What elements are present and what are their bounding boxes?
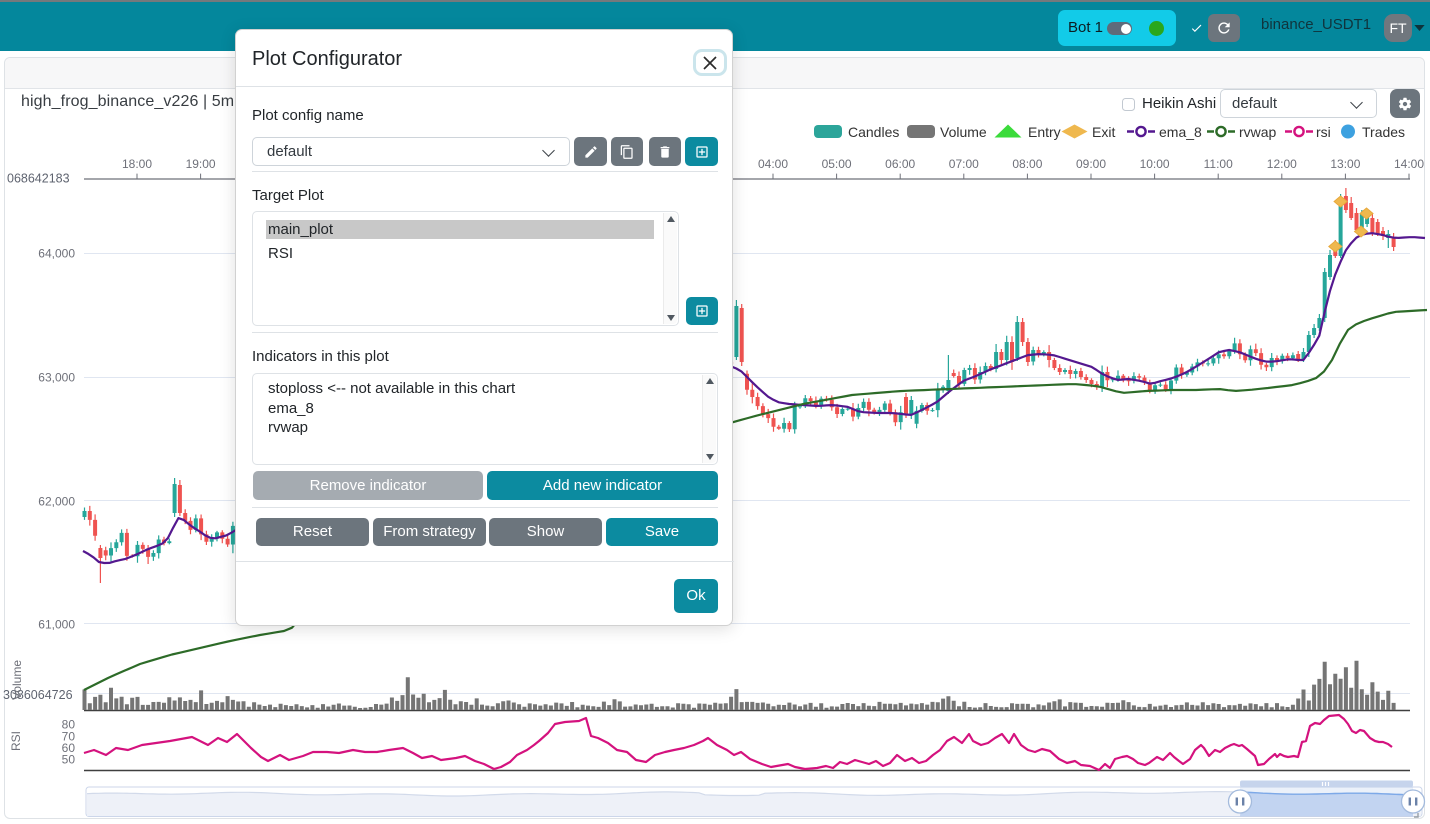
svg-text:19:00: 19:00 — [186, 157, 216, 171]
svg-text:80: 80 — [62, 718, 76, 732]
svg-text:64,000: 64,000 — [38, 247, 75, 261]
svg-text:ema_8: ema_8 — [1159, 124, 1202, 140]
svg-text:06:00: 06:00 — [885, 157, 915, 171]
svg-text:Volume: Volume — [10, 660, 24, 700]
svg-text:rvwap: rvwap — [1239, 124, 1277, 140]
svg-text:08:00: 08:00 — [1012, 157, 1042, 171]
svg-text:04:00: 04:00 — [758, 157, 788, 171]
svg-text:11:00: 11:00 — [1204, 157, 1233, 171]
svg-text:50: 50 — [62, 753, 76, 767]
svg-text:61,000: 61,000 — [38, 618, 75, 632]
svg-text:Entry: Entry — [1028, 124, 1061, 140]
svg-text:Candles: Candles — [848, 124, 899, 140]
svg-text:12:00: 12:00 — [1267, 157, 1297, 171]
svg-text:RSI: RSI — [9, 731, 23, 751]
svg-text:10:00: 10:00 — [1140, 157, 1170, 171]
svg-text:068642183: 068642183 — [7, 172, 70, 186]
svg-text:62,000: 62,000 — [38, 495, 75, 509]
svg-text:14:00: 14:00 — [1394, 157, 1424, 171]
svg-text:Volume: Volume — [940, 124, 987, 140]
svg-text:07:00: 07:00 — [949, 157, 979, 171]
svg-text:09:00: 09:00 — [1076, 157, 1106, 171]
svg-text:Exit: Exit — [1092, 124, 1115, 140]
svg-text:70: 70 — [62, 730, 76, 744]
svg-text:3086064726: 3086064726 — [3, 688, 73, 702]
svg-text:rsi: rsi — [1316, 124, 1331, 140]
svg-text:63,000: 63,000 — [38, 371, 75, 385]
svg-text:13:00: 13:00 — [1330, 157, 1360, 171]
svg-text:05:00: 05:00 — [822, 157, 852, 171]
svg-text:Trades: Trades — [1362, 124, 1405, 140]
svg-text:60: 60 — [62, 741, 76, 755]
svg-text:18:00: 18:00 — [122, 157, 152, 171]
